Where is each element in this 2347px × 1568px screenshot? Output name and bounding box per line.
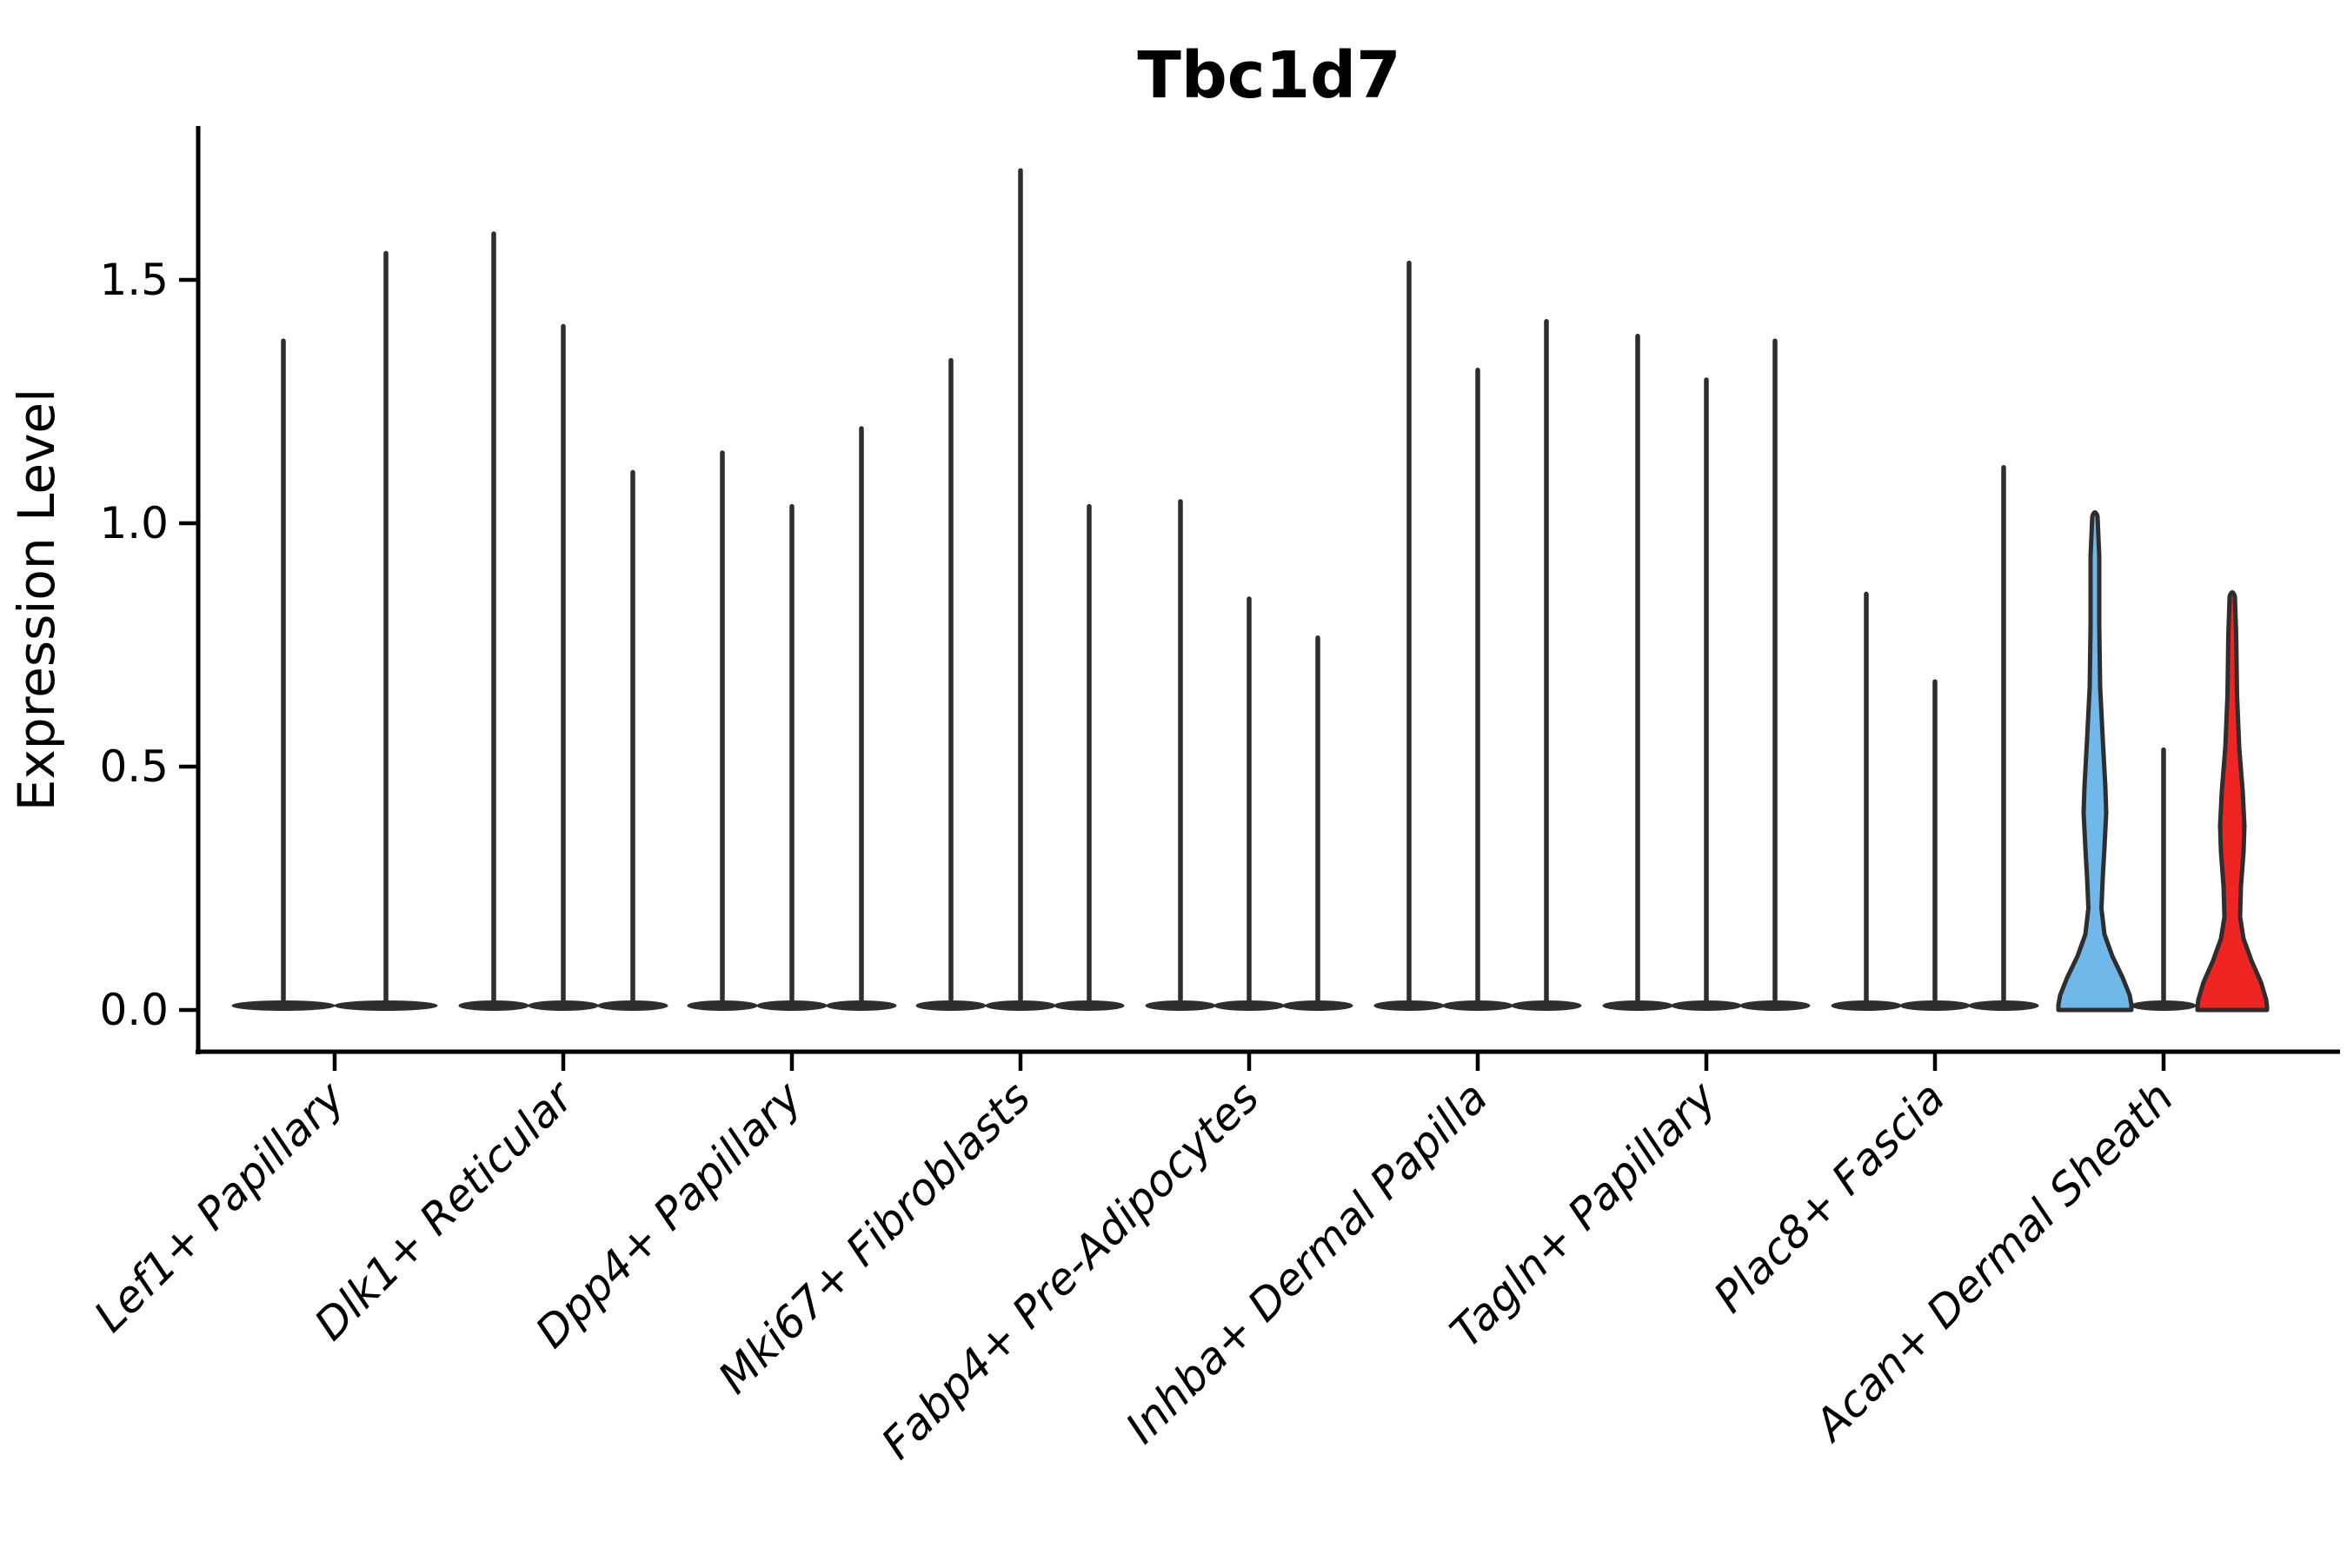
violin-base: [528, 1000, 599, 1011]
red-split-violin: [2195, 590, 2270, 1013]
y-tick-label: 1.0: [99, 498, 169, 548]
violin-base: [985, 1000, 1056, 1011]
violin-base: [1373, 1000, 1445, 1011]
violin-base: [1899, 1000, 1971, 1011]
violin-base: [1831, 1000, 1902, 1011]
violin-base: [1602, 1000, 1673, 1011]
x-tick-label: Lef1+ Papillary: [84, 1071, 355, 1341]
x-tick-label: Fabp4+ Pre-Adipocytes: [872, 1072, 1269, 1469]
violin-base: [1282, 1000, 1353, 1011]
x-tick-label: Acan+ Dermal Sheath: [1804, 1072, 2184, 1452]
x-tick-label: Plac8+ Fascia: [1705, 1072, 1955, 1322]
violin-base: [915, 1000, 987, 1011]
axes-layer: [179, 126, 2340, 1071]
violin-base: [1511, 1000, 1582, 1011]
violin-base: [1213, 1000, 1285, 1011]
violin-base: [231, 1000, 336, 1011]
chart-title: Tbc1d7: [1137, 38, 1400, 113]
y-axis-label: Expression Level: [7, 389, 66, 811]
violin-base: [1145, 1000, 1216, 1011]
x-tick-label: Inhba+ Dermal Papilla: [1116, 1072, 1497, 1452]
violin-base: [597, 1000, 668, 1011]
y-tick-label: 1.5: [99, 255, 169, 305]
violin-layer: [231, 168, 2270, 1013]
violin-base: [1442, 1000, 1513, 1011]
violin-base: [2131, 1000, 2197, 1011]
violin-base: [1739, 1000, 1811, 1011]
blue-split-violin: [2056, 510, 2134, 1013]
y-tick-label: 0.0: [99, 985, 169, 1035]
violin-base: [826, 1000, 897, 1011]
violin-base: [1671, 1000, 1742, 1011]
violin-base: [756, 1000, 828, 1011]
violin-base: [687, 1000, 758, 1011]
violin-base: [458, 1000, 529, 1011]
violin-base: [1054, 1000, 1125, 1011]
violin-base: [1968, 1000, 2039, 1011]
violin-base: [334, 1000, 438, 1011]
y-tick-label: 0.5: [99, 741, 169, 792]
